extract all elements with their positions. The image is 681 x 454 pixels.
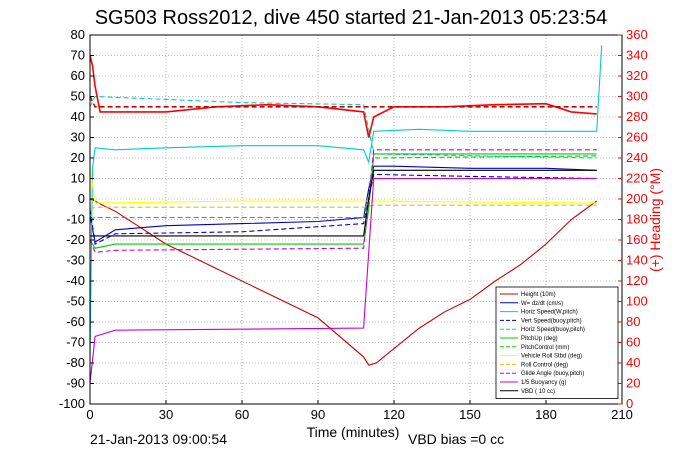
legend-entry: Roll Control (deg) xyxy=(521,362,568,368)
x-tick-label: 180 xyxy=(535,407,557,422)
y-right-tick-label: 220 xyxy=(626,171,648,186)
y-tick-label: -10 xyxy=(66,212,85,227)
y-tick-label: 50 xyxy=(71,89,85,104)
y-tick-label: -100 xyxy=(59,396,85,411)
y-tick-label: 0 xyxy=(78,191,85,206)
y-right-tick-label: 20 xyxy=(626,376,640,391)
series-line-roll-control-deg xyxy=(89,204,597,210)
x-axis: 0 30 60 90 120 150 180 210 xyxy=(86,400,633,422)
x-tick-label: 210 xyxy=(611,407,633,422)
legend-entry: VBD ( 10 cc) xyxy=(521,389,555,395)
x-tick-label: 120 xyxy=(383,407,405,422)
footer-vbd-bias: VBD bias =0 cc xyxy=(408,431,504,447)
y-tick-label: -60 xyxy=(66,314,85,329)
y-axis-right: 0 20 40 60 80 100 120 140 160 180 200 220 240 260 280 3… xyxy=(618,27,648,411)
series-line-glide-angle-buoy-pitch xyxy=(89,149,597,253)
footer-timestamp: 21-Jan-2013 09:00:54 xyxy=(90,431,227,447)
series-line-pitchcontrol-mm xyxy=(89,155,597,221)
y-right-tick-label: 200 xyxy=(626,191,648,206)
y-tick-label: -80 xyxy=(66,355,85,370)
legend-entry: 1/5 Buoyancy (g) xyxy=(521,380,566,386)
y-tick-label: -30 xyxy=(66,253,85,268)
y-tick-label: 10 xyxy=(71,171,85,186)
y-right-tick-label: 60 xyxy=(626,335,640,350)
y-right-tick-label: 340 xyxy=(626,48,648,63)
y-axis-left: -100-90-80-70-60-50-40-30-20-10010203040… xyxy=(59,27,94,411)
y-right-tick-label: 260 xyxy=(626,130,648,145)
y-right-tick-label: 40 xyxy=(626,355,640,370)
x-tick-label: 90 xyxy=(311,407,325,422)
y-right-tick-label: 0 xyxy=(626,396,633,411)
y-right-tick-label: 120 xyxy=(626,273,648,288)
legend-box xyxy=(495,286,619,399)
x-axis-label: Time (minutes) xyxy=(307,424,400,440)
legend-entry: Height (10m) xyxy=(521,292,556,298)
legend-entry: W= dz/dt (cm/s) xyxy=(521,301,563,307)
y-right-tick-label: 240 xyxy=(626,150,648,165)
x-tick-label: 60 xyxy=(235,407,249,422)
y-tick-label: -70 xyxy=(66,335,85,350)
y-right-tick-label: 80 xyxy=(626,314,640,329)
legend-entry: Horiz Speed(W,pitch) xyxy=(521,310,578,316)
legend-entry: PitchControl (mm) xyxy=(521,345,569,351)
legend-entry: Vehicle Roll Stbd (deg) xyxy=(521,354,582,360)
series-line-height-10m xyxy=(89,198,598,366)
series-line-heading xyxy=(89,55,597,138)
y-right-tick-label: 280 xyxy=(626,109,648,124)
legend-entry: Glide Angle (buoy,pitch) xyxy=(521,371,584,377)
x-tick-label: 30 xyxy=(159,407,173,422)
legend-entry: PitchUp (deg) xyxy=(521,336,558,342)
y-right-tick-label: 100 xyxy=(626,294,648,309)
series-layer xyxy=(89,45,603,384)
series-line-vehicle-roll-stbd-deg xyxy=(89,168,597,204)
y-right-tick-label: 300 xyxy=(626,89,648,104)
y-right-tick-label: 320 xyxy=(626,68,648,83)
legend-entry: Horiz Speed(buoy,pitch) xyxy=(521,327,585,333)
y-tick-label: 20 xyxy=(71,150,85,165)
legend-entry: Vert Speed(buoy,pitch) xyxy=(521,318,582,324)
series-line-vbd-10-cc xyxy=(90,169,597,237)
series-line-horiz-speed-buoy-pitch xyxy=(89,95,597,159)
x-tick-label: 0 xyxy=(86,407,93,422)
y-right-tick-label: 360 xyxy=(626,27,648,42)
series-line-horiz-speed-w-pitch xyxy=(89,45,603,355)
y-tick-label: 30 xyxy=(71,130,85,145)
series-line-heading-desired xyxy=(89,96,597,108)
y-right-tick-label: 160 xyxy=(626,232,648,247)
y-tick-label: -40 xyxy=(66,273,85,288)
y-tick-label: -20 xyxy=(66,232,85,247)
y-tick-label: 70 xyxy=(71,48,85,63)
series-line-1-5-buoyancy-g xyxy=(89,177,597,384)
y-tick-label: 60 xyxy=(71,68,85,83)
y-axis-right-label: (+) Heading (°M) xyxy=(647,168,663,272)
x-tick-label: 150 xyxy=(459,407,481,422)
y-tick-label: 80 xyxy=(71,27,85,42)
y-tick-label: -50 xyxy=(66,294,85,309)
y-tick-label: -90 xyxy=(66,376,85,391)
y-right-tick-label: 180 xyxy=(626,212,648,227)
y-right-tick-label: 140 xyxy=(626,253,648,268)
y-tick-label: 40 xyxy=(71,109,85,124)
legend: Height (10m) W= dz/dt (cm/s) Horiz Speed(W… xyxy=(495,286,619,399)
series-line-vert-speed-buoy-pitch xyxy=(89,173,597,245)
chart-title: SG503 Ross2012, dive 450 started 21-Jan-… xyxy=(95,7,608,29)
